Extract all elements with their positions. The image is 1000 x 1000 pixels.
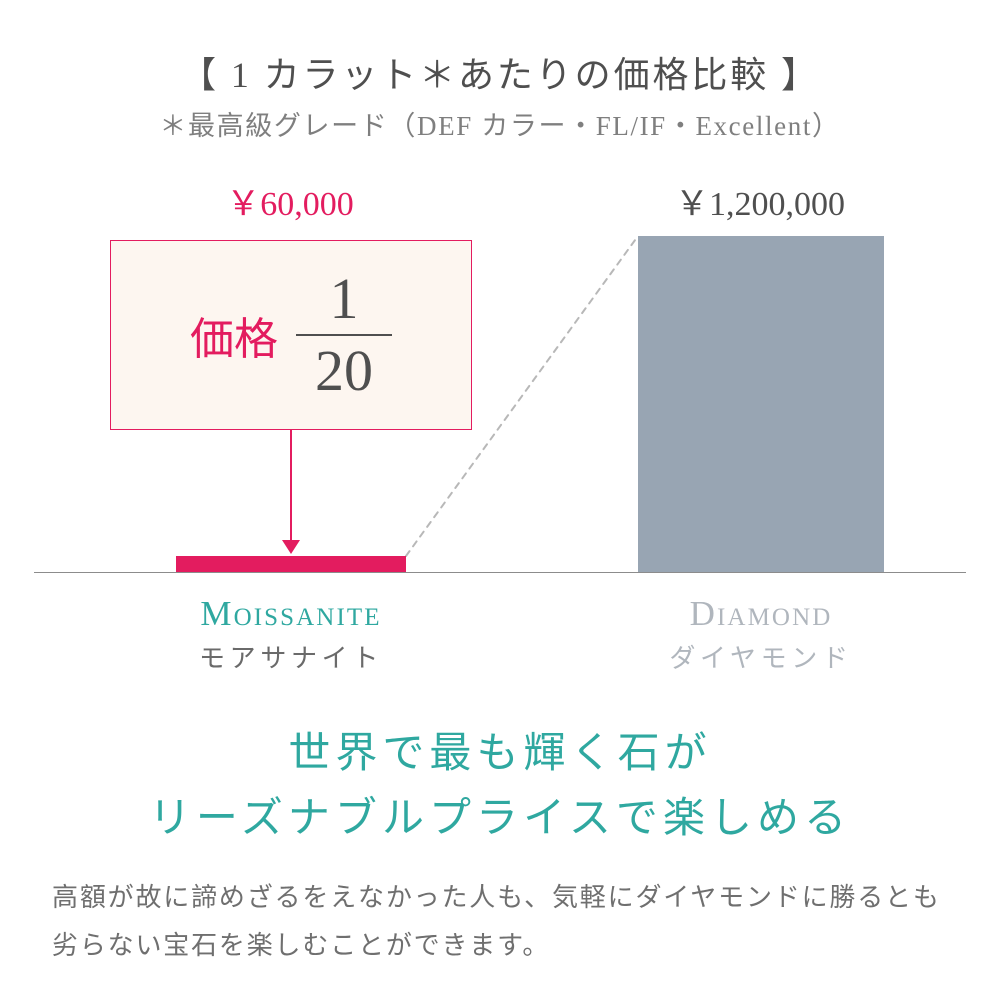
axis-label-diamond-en: Diamond [608, 594, 914, 634]
axis-label-diamond-jp: ダイヤモンド [608, 638, 914, 675]
fraction-line [296, 334, 392, 336]
price-label-moissanite: ￥60,000 [160, 176, 420, 225]
body-copy: 高額が故に諦めざるをえなかった人も、気軽にダイヤモンドに勝るとも劣らない宝石を楽… [52, 874, 952, 970]
callout-label: 価格 [190, 303, 278, 367]
axis-label-moissanite-jp: モアサナイト [146, 638, 436, 675]
headline: 世界で最も輝く石が リーズナブルプライスで楽しめる [0, 722, 1000, 852]
callout-fraction: 1 20 [296, 270, 392, 400]
headline-line1: 世界で最も輝く石が [0, 722, 1000, 787]
chart-subtitle: ＊最高級グレード（DEF カラー・FL/IF・Excellent） [0, 104, 1000, 143]
bar-diamond [638, 236, 884, 572]
bar-moissanite [176, 556, 406, 572]
chart-title: 【 1 カラット＊あたりの価格比較 】 [0, 46, 1000, 98]
price-label-diamond: ￥1,200,000 [600, 176, 920, 225]
price-ratio-callout: 価格 1 20 [110, 240, 472, 430]
callout-arrow-stem [290, 430, 292, 540]
chart-baseline [34, 572, 966, 573]
callout-arrow-head-icon [282, 540, 300, 554]
axis-label-moissanite-en: Moissanite [146, 594, 436, 634]
headline-line2: リーズナブルプライスで楽しめる [0, 787, 1000, 852]
fraction-numerator: 1 [330, 270, 359, 328]
fraction-denominator: 20 [315, 342, 373, 400]
